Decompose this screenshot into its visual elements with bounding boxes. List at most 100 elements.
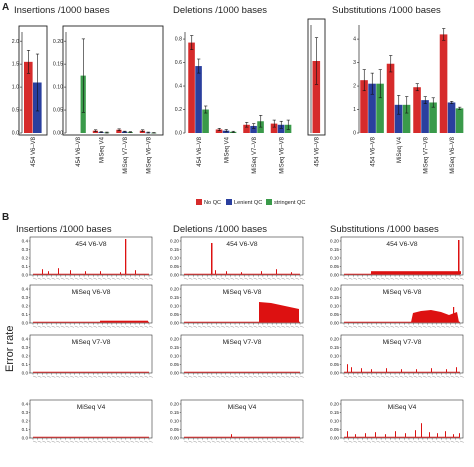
x-tick-label-stub [130, 325, 135, 328]
x-tick-label-stub [362, 325, 367, 328]
category-label-miseq-v6-v8: MiSeq V6–V8 [146, 136, 152, 173]
x-tick-label-stub [394, 325, 399, 328]
category-label-miseq-v7-v8: MiSeq V7–V8 [252, 136, 258, 173]
error-spike [385, 434, 386, 438]
error-spike [395, 431, 396, 438]
x-tick-label-stub [125, 325, 130, 328]
error-spike [453, 307, 455, 322]
x-tick-label-stub [51, 325, 56, 328]
x-tick-label-stub [450, 277, 455, 280]
x-tick-label-stub [367, 325, 372, 328]
x-tick-label-stub [83, 440, 88, 443]
x-tick-label-stub [436, 277, 441, 280]
x-tick-label-stub [188, 277, 193, 280]
x-tick-label-stub [408, 277, 413, 280]
x-tick-label-stub [248, 325, 253, 328]
y-tick-label: 0.00 [170, 436, 179, 441]
insertions-454-subplot: 0.0 0.5 1.0 1.5 2.0 454 V6–V8 [12, 25, 48, 167]
y-tick-label: 0.20 [170, 287, 179, 292]
x-tick-label-stub [107, 277, 112, 280]
x-tick-label-stub [230, 325, 235, 328]
x-tick-label-stub [390, 277, 395, 280]
x-tick-label-stub [267, 440, 272, 443]
x-tick-label-stub [144, 375, 149, 378]
x-tick-label-stub [281, 277, 286, 280]
x-tick-label-stub [97, 440, 102, 443]
y-tick-label: 0.2 [22, 304, 29, 309]
x-tick-label-stub [193, 375, 198, 378]
y-tick-label: 0.3 [22, 410, 29, 415]
x-tick-label-stub [183, 277, 188, 280]
x-tick-label-stub [371, 440, 376, 443]
y-tick-label: 0.10 [170, 304, 179, 309]
x-tick-label-stub [299, 440, 304, 443]
error-spike [365, 433, 366, 438]
x-tick-label-stub [427, 277, 432, 280]
x-tick-label-stub [51, 375, 56, 378]
category-label-miseq-v6-v8: MiSeq V6–V8 [279, 136, 285, 173]
x-tick-label-stub [111, 277, 116, 280]
x-tick-label-stub [135, 440, 139, 443]
y-tick-label: 0.05 [330, 264, 339, 269]
y-tick-label: 0.20 [330, 402, 339, 407]
x-tick-label-stub [272, 325, 276, 328]
x-tick-label-stub [225, 375, 230, 378]
x-tick-label-stub [427, 440, 432, 443]
y-tick-label: 0.6 [175, 60, 182, 66]
x-tick-label-stub [455, 375, 460, 378]
x-tick-label-stub [343, 375, 348, 378]
error-spike-major [125, 239, 127, 274]
x-tick-label-stub [46, 325, 51, 328]
bar-lenient-qc-miseq-v7-v8 [421, 100, 429, 133]
b-insertions-title: Insertions /1000 bases [16, 224, 112, 235]
bar-no-qc-miseq-v7-v8 [413, 87, 421, 133]
x-tick-label-stub [188, 440, 193, 443]
x-tick-label-stub [125, 440, 130, 443]
x-tick-label-stub [56, 325, 61, 328]
y-tick-label: 0.20 [330, 337, 339, 342]
x-tick-label-stub [107, 440, 112, 443]
x-tick-label-stub [32, 375, 37, 378]
x-tick-label-stub [276, 325, 281, 328]
error-spike [401, 369, 402, 373]
x-tick-label-stub [97, 375, 102, 378]
x-tick-label-stub [353, 277, 358, 280]
x-tick-label-stub [362, 440, 367, 443]
deletions-title: Deletions /1000 bases [173, 5, 267, 16]
y-tick-label: 0.20 [53, 39, 63, 45]
insertions-subplot: 0.00 0.05 0.10 0.15 0.20 454 V6–V8 MiSeq V4 MiS… [53, 25, 164, 174]
x-tick-label-stub [441, 325, 446, 328]
y-tick-label: 4 [353, 37, 356, 43]
x-tick-label-stub [32, 277, 37, 280]
x-tick-label-stub [148, 375, 153, 378]
x-tick-label-stub [202, 375, 207, 378]
panel-frame [180, 399, 304, 439]
x-tick-label-stub [65, 325, 70, 328]
x-tick-label-stub [281, 440, 286, 443]
y-tick-label: 0.1 [22, 362, 29, 367]
error-panel-insertions-1000-bases-454-v6-v8: 0.0 0.1 0.2 0.3 0.4 454 V6-V8 [22, 236, 153, 280]
y-tick-label: 0.15 [170, 295, 179, 300]
x-tick-label-stub [367, 440, 372, 443]
x-tick-label-stub [221, 325, 225, 328]
x-tick-label-stub [399, 375, 404, 378]
x-tick-label-stub [216, 277, 221, 280]
x-tick-label-stub [290, 440, 295, 443]
row-label: 454 V6-V8 [386, 241, 417, 248]
panel-frame [340, 236, 464, 276]
x-tick-label-stub [202, 440, 207, 443]
x-tick-label-stub [244, 277, 249, 280]
error-spike [291, 272, 292, 275]
error-spike [347, 431, 348, 438]
x-tick-label-stub [216, 375, 221, 378]
x-tick-label-stub [353, 375, 358, 378]
panel-frame [180, 236, 304, 276]
error-panel-substitutions-1000-bases-454-v6-v8: 0.00 0.05 0.10 0.15 0.20 454 V6-V8 [330, 236, 464, 280]
x-tick-label-stub [244, 375, 249, 378]
x-tick-label-stub [207, 375, 212, 378]
error-spike [215, 270, 216, 275]
x-tick-label-stub [253, 440, 258, 443]
error-spike [226, 271, 227, 275]
x-tick-label-stub [348, 375, 353, 378]
x-tick-label-stub [408, 440, 413, 443]
